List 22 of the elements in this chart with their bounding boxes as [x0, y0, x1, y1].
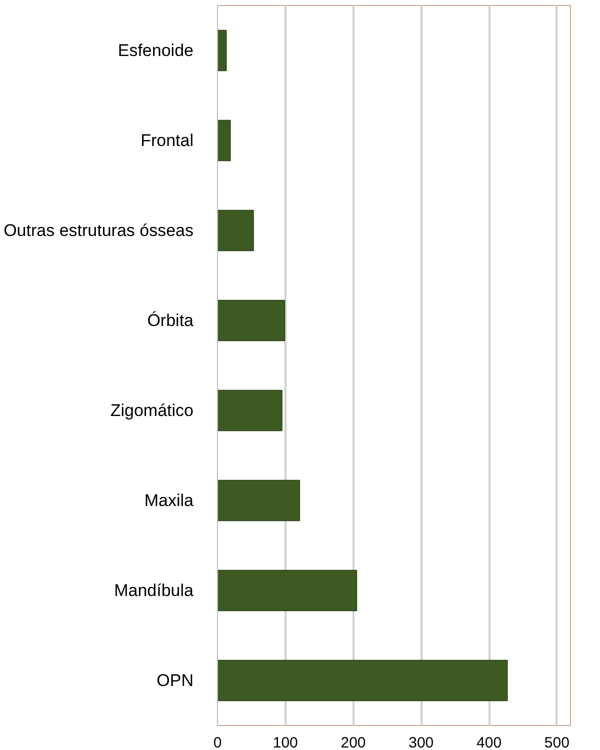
- x-tick-label: 0: [213, 734, 222, 750]
- x-tick-label: 400: [476, 734, 502, 750]
- bar: [218, 390, 282, 432]
- x-tick-label: 100: [272, 734, 298, 750]
- y-tick-label: Mandíbula: [114, 581, 194, 600]
- bar: [218, 570, 358, 612]
- bar: [218, 210, 254, 252]
- y-tick-label: Esfenoide: [118, 41, 194, 60]
- x-tick-label: 500: [544, 734, 570, 750]
- y-tick-label: Zigomático: [110, 401, 194, 420]
- y-tick-label: Órbita: [147, 311, 194, 330]
- bar: [218, 480, 300, 522]
- y-tick-label: Maxila: [144, 491, 194, 510]
- y-tick-label: Frontal: [140, 131, 194, 150]
- bar: [218, 30, 227, 72]
- x-tick-label: 200: [340, 734, 366, 750]
- y-tick-label: Outras estruturas ósseas: [4, 221, 194, 240]
- y-tick-label: OPN: [156, 671, 194, 690]
- x-tick-label: 300: [408, 734, 434, 750]
- bar: [218, 300, 286, 342]
- bar: [218, 660, 508, 702]
- bar: [218, 120, 231, 162]
